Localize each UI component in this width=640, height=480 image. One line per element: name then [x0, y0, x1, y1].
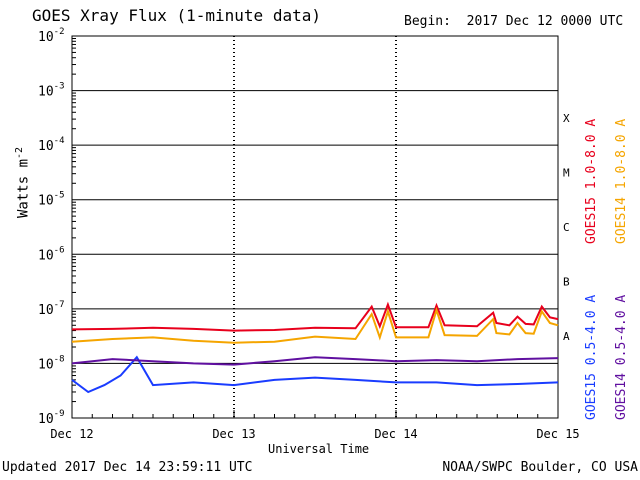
series-line-3: [71, 356, 559, 366]
x-tick-label: Dec 14: [374, 427, 417, 441]
y-tick-label: 10-8: [38, 354, 65, 372]
y-tick-label: 10-5: [38, 191, 65, 209]
series-line-1: [71, 306, 559, 344]
x-tick-label: Dec 12: [50, 427, 93, 441]
legend-goes15-short: GOES15 0.5-4.0 A: [584, 294, 599, 420]
legend-goes15-long: GOES15 1.0-8.0 A: [584, 118, 599, 244]
series-line-0: [71, 301, 559, 332]
flare-class-label: C: [563, 221, 570, 234]
y-tick-label: 10-7: [38, 300, 65, 318]
flare-class-label: B: [563, 276, 570, 289]
y-tick-label: 10-9: [38, 409, 65, 427]
x-tick-label: Dec 13: [212, 427, 255, 441]
chart-title: GOES Xray Flux (1-minute data): [32, 6, 321, 25]
flare-class-label: X: [563, 112, 570, 125]
updated-timestamp: Updated 2017 Dec 14 23:59:11 UTC: [2, 460, 253, 475]
y-tick-label: 10-2: [38, 27, 65, 45]
y-tick-label: 10-3: [38, 82, 65, 100]
series-line-2: [71, 355, 559, 394]
x-tick-label: Dec 15: [536, 427, 579, 441]
y-tick-label: 10-4: [38, 136, 65, 154]
flare-class-label: M: [563, 166, 570, 179]
begin-time: Begin: 2017 Dec 12 0000 UTC: [404, 14, 624, 29]
legend-goes14-long: GOES14 1.0-8.0 A: [614, 118, 629, 244]
flare-class-label: A: [563, 330, 570, 343]
y-tick-label: 10-6: [38, 245, 65, 263]
credit-text: NOAA/SWPC Boulder, CO USA: [442, 460, 638, 475]
legend-goes14-short: GOES14 0.5-4.0 A: [614, 294, 629, 420]
x-axis-label: Universal Time: [268, 442, 370, 456]
